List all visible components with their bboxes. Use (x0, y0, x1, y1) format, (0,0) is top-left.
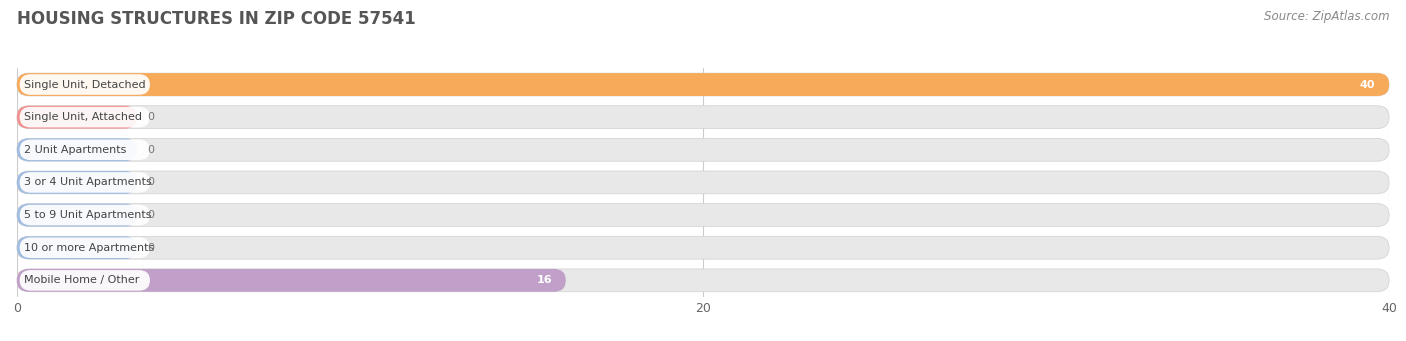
FancyBboxPatch shape (17, 204, 1389, 226)
FancyBboxPatch shape (17, 269, 1389, 292)
Text: 2 Unit Apartments: 2 Unit Apartments (24, 145, 127, 155)
FancyBboxPatch shape (17, 138, 1389, 161)
Text: HOUSING STRUCTURES IN ZIP CODE 57541: HOUSING STRUCTURES IN ZIP CODE 57541 (17, 10, 416, 28)
Text: 16: 16 (537, 275, 553, 285)
Text: 0: 0 (148, 145, 155, 155)
Text: 0: 0 (148, 112, 155, 122)
Text: 5 to 9 Unit Apartments: 5 to 9 Unit Apartments (24, 210, 152, 220)
Text: 3 or 4 Unit Apartments: 3 or 4 Unit Apartments (24, 177, 152, 188)
FancyBboxPatch shape (17, 106, 136, 129)
FancyBboxPatch shape (17, 269, 565, 292)
FancyBboxPatch shape (17, 73, 1389, 96)
Text: 0: 0 (148, 243, 155, 253)
Text: Mobile Home / Other: Mobile Home / Other (24, 275, 139, 285)
FancyBboxPatch shape (20, 237, 150, 258)
FancyBboxPatch shape (20, 139, 150, 160)
FancyBboxPatch shape (20, 205, 150, 225)
Text: Source: ZipAtlas.com: Source: ZipAtlas.com (1264, 10, 1389, 23)
Text: 0: 0 (148, 210, 155, 220)
Text: Single Unit, Attached: Single Unit, Attached (24, 112, 142, 122)
FancyBboxPatch shape (17, 204, 136, 226)
FancyBboxPatch shape (17, 138, 136, 161)
FancyBboxPatch shape (20, 172, 150, 193)
FancyBboxPatch shape (17, 171, 1389, 194)
FancyBboxPatch shape (17, 236, 136, 259)
Text: 40: 40 (1360, 79, 1375, 90)
FancyBboxPatch shape (17, 171, 136, 194)
FancyBboxPatch shape (20, 74, 150, 95)
Text: Single Unit, Detached: Single Unit, Detached (24, 79, 146, 90)
FancyBboxPatch shape (20, 270, 150, 291)
FancyBboxPatch shape (17, 236, 1389, 259)
FancyBboxPatch shape (17, 106, 1389, 129)
Text: 0: 0 (148, 177, 155, 188)
FancyBboxPatch shape (20, 107, 150, 128)
FancyBboxPatch shape (17, 73, 1389, 96)
Text: 10 or more Apartments: 10 or more Apartments (24, 243, 155, 253)
